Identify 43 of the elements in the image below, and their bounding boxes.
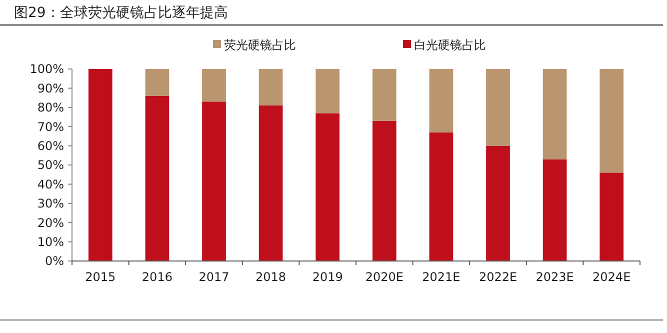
- bar: [600, 69, 624, 173]
- x-tick-label: 2017: [198, 270, 230, 284]
- bar: [316, 113, 340, 261]
- x-tick-label: 2022E: [478, 270, 518, 284]
- x-tick-label: 2020E: [365, 270, 404, 284]
- bar: [600, 172, 624, 261]
- y-tick-label: 60%: [37, 139, 64, 153]
- bar: [258, 69, 283, 106]
- bar: [486, 146, 510, 261]
- bar: [542, 159, 567, 261]
- y-tick-label: 50%: [37, 158, 64, 172]
- y-tick-label: 20%: [37, 216, 64, 230]
- y-tick-label: 70%: [37, 120, 64, 134]
- bar: [202, 102, 226, 261]
- x-tick-label: 2023E: [536, 270, 574, 284]
- legend-label: 荧光硬镜占比: [224, 38, 296, 52]
- bar: [316, 69, 340, 114]
- bar: [372, 120, 396, 261]
- bar: [145, 69, 170, 96]
- bar: [372, 69, 396, 121]
- bar: [202, 69, 226, 102]
- bar: [429, 69, 454, 132]
- chart-title: 图29：全球荧光硬镜占比逐年提高: [14, 5, 228, 21]
- y-tick-label: 30%: [37, 196, 64, 211]
- y-tick-label: 10%: [37, 235, 64, 249]
- legend-label: 白光硬镜占比: [414, 38, 486, 52]
- bar: [88, 69, 112, 261]
- bar: [429, 132, 454, 261]
- bar: [486, 69, 510, 146]
- x-tick-label: 2016: [142, 270, 172, 284]
- y-tick-label: 90%: [37, 81, 64, 96]
- x-tick-label: 2024E: [592, 270, 631, 284]
- x-tick-label: 2021E: [422, 270, 460, 284]
- y-tick-label: 80%: [37, 100, 64, 115]
- x-tick-label: 2018: [256, 270, 286, 284]
- y-tick-label: 40%: [37, 177, 64, 192]
- y-tick-label: 100%: [30, 62, 64, 76]
- x-tick-label: 2015: [85, 270, 116, 284]
- x-tick-label: 2019: [312, 270, 343, 284]
- bar: [145, 96, 170, 261]
- bar: [258, 105, 283, 261]
- bar: [542, 69, 567, 160]
- y-tick-label: 0%: [44, 254, 64, 268]
